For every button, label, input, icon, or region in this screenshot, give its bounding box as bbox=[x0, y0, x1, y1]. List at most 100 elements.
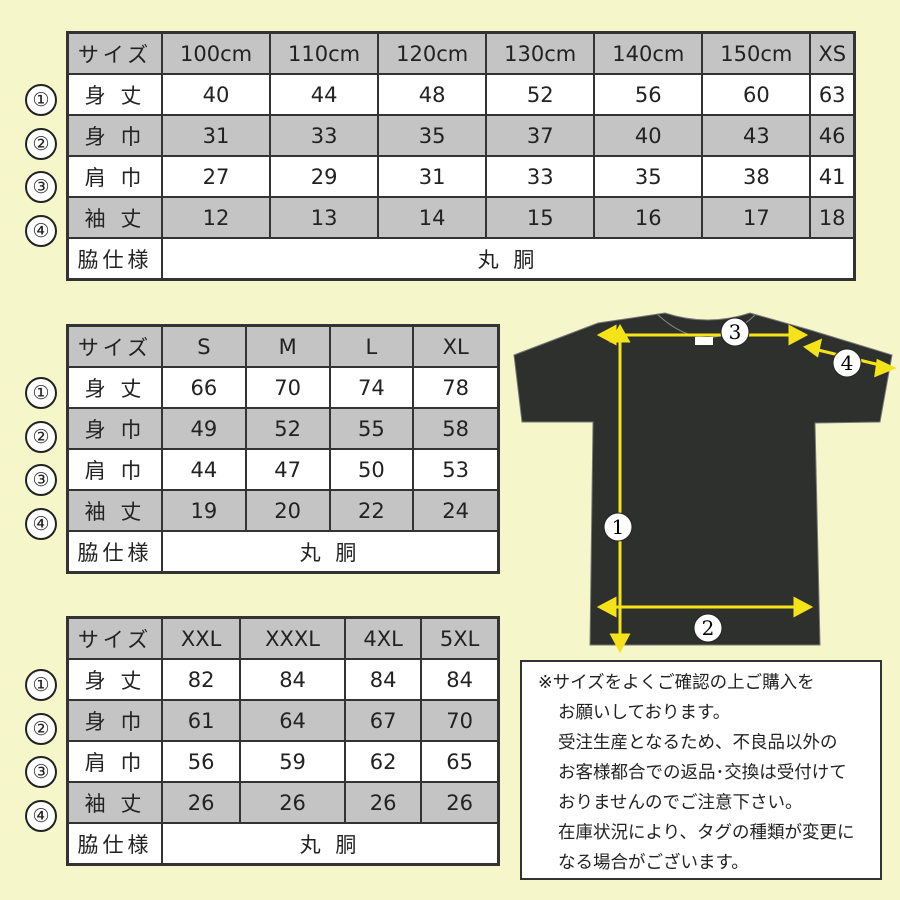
measurement-cell: 74 bbox=[328, 366, 415, 409]
tshirt-shape bbox=[513, 312, 893, 646]
row-number-marker: ② bbox=[25, 127, 57, 160]
measurement-cell: 41 bbox=[809, 155, 856, 198]
size-column-header: 140cm bbox=[593, 31, 704, 75]
label-2: 2 bbox=[702, 616, 715, 640]
side-spec-value: 丸 胴 bbox=[161, 822, 500, 866]
row-number-marker: ③ bbox=[25, 464, 57, 496]
measurement-cell: 40 bbox=[160, 73, 272, 116]
measurement-cell: 63 bbox=[809, 73, 856, 116]
row-number-marker: ④ bbox=[25, 507, 57, 540]
table-row: 脇仕様丸 胴 bbox=[66, 237, 856, 281]
measurement-cell: 60 bbox=[701, 73, 812, 116]
measurement-cell: 61 bbox=[160, 699, 242, 742]
measurement-cell: 13 bbox=[269, 196, 380, 239]
measurement-cell: 44 bbox=[161, 448, 247, 491]
row-number-marker: ① bbox=[25, 669, 57, 701]
note-line: お願いしております。 bbox=[558, 703, 731, 723]
measurement-cell: 15 bbox=[485, 196, 596, 239]
row-label: 肩 巾 bbox=[66, 448, 163, 491]
table-row: 袖 丈 19 20 22 24 bbox=[66, 489, 500, 532]
measurement-cell: 53 bbox=[412, 448, 500, 491]
size-column-header: 4XL bbox=[343, 616, 423, 660]
measurement-cell: 58 bbox=[412, 407, 500, 450]
row-label: 袖 丈 bbox=[66, 196, 163, 239]
measurement-cell: 31 bbox=[160, 114, 272, 157]
size-column-header: XL bbox=[412, 324, 500, 368]
label-3: 3 bbox=[729, 320, 742, 344]
measurement-cell: 56 bbox=[160, 740, 242, 783]
measurement-cell: 43 bbox=[701, 114, 812, 157]
measurement-cell: 37 bbox=[485, 114, 596, 157]
measurement-cell: 66 bbox=[161, 366, 247, 409]
header-row: サイズ 100cm 110cm 120cm 130cm 140cm 150cm XS bbox=[66, 31, 856, 75]
measurement-cell: 67 bbox=[343, 699, 423, 742]
side-spec-label: 脇仕様 bbox=[66, 822, 163, 866]
notice-box: ※サイズをよくご確認の上ご購入を お願いしております。 受注生産となるため、不良… bbox=[520, 660, 882, 880]
row-number-marker: ④ bbox=[25, 799, 57, 832]
row-label: 肩 巾 bbox=[66, 740, 163, 783]
size-table-large: サイズ XXL XXXL 4XL 5XL 身 丈 82 84 84 84 身 巾 61 64 67 70 肩 … bbox=[66, 616, 500, 866]
measurement-cell: 14 bbox=[377, 196, 488, 239]
measurement-cell: 31 bbox=[377, 155, 488, 198]
row-number-marker: ③ bbox=[25, 756, 57, 788]
measurement-cell: 26 bbox=[160, 781, 242, 824]
measurement-cell: 49 bbox=[161, 407, 247, 450]
size-header: サイズ bbox=[66, 31, 163, 75]
row-label: 袖 丈 bbox=[66, 781, 163, 824]
measure-arrows bbox=[596, 323, 897, 654]
measurement-cell: 26 bbox=[343, 781, 423, 824]
row-number-marker: ① bbox=[25, 84, 57, 116]
size-column-header: 130cm bbox=[485, 31, 596, 75]
note-line: おりませんのでご注意下さい。 bbox=[558, 793, 803, 813]
header-row: サイズ S M L XL bbox=[66, 324, 500, 368]
side-spec-value: 丸 胴 bbox=[161, 237, 856, 281]
measurement-cell: 84 bbox=[239, 658, 346, 701]
measurement-cell: 62 bbox=[343, 740, 423, 783]
size-header: サイズ bbox=[66, 324, 163, 368]
table-row: 身 丈 66 70 74 78 bbox=[66, 366, 500, 409]
note-line: お客様都合での返品･交換は受付けて bbox=[558, 763, 847, 783]
measurement-cell: 48 bbox=[377, 73, 488, 116]
measurement-cell: 26 bbox=[420, 781, 500, 824]
row-label: 袖 丈 bbox=[66, 489, 163, 532]
measurement-cell: 38 bbox=[701, 155, 812, 198]
measurement-cell: 33 bbox=[485, 155, 596, 198]
table-row: 脇仕様丸 胴 bbox=[66, 530, 500, 574]
table-row: 袖 丈 26 26 26 26 bbox=[66, 781, 500, 824]
table-row: 身 丈 40 44 48 52 56 60 63 bbox=[66, 73, 856, 116]
size-column-header: XS bbox=[809, 31, 856, 75]
size-column-header: 110cm bbox=[269, 31, 380, 75]
table-row: 脇仕様丸 胴 bbox=[66, 822, 500, 866]
measurement-cell: 40 bbox=[593, 114, 704, 157]
measurement-cell: 22 bbox=[328, 489, 415, 532]
table-row: 肩 巾 44 47 50 53 bbox=[66, 448, 500, 491]
row-label: 身 巾 bbox=[66, 699, 163, 742]
row-number-marker: ① bbox=[25, 377, 57, 409]
measurement-cell: 84 bbox=[420, 658, 500, 701]
note-line: 受注生産となるため、不良品以外の bbox=[558, 733, 838, 753]
table-row: 身 丈 82 84 84 84 bbox=[66, 658, 500, 701]
measurement-cell: 35 bbox=[377, 114, 488, 157]
size-column-header: 5XL bbox=[420, 616, 500, 660]
size-header: サイズ bbox=[66, 616, 163, 660]
row-number-marker: ② bbox=[25, 420, 57, 453]
label-1: 1 bbox=[612, 515, 625, 539]
row-label: 身 巾 bbox=[66, 407, 163, 450]
measurement-cell: 16 bbox=[593, 196, 704, 239]
size-column-header: L bbox=[328, 324, 415, 368]
note-line: ※サイズをよくご確認の上ご購入を bbox=[538, 673, 815, 693]
row-number-marker: ② bbox=[25, 712, 57, 745]
measurement-cell: 64 bbox=[239, 699, 346, 742]
row-label: 身 巾 bbox=[66, 114, 163, 157]
row-number-marker: ④ bbox=[25, 214, 57, 247]
size-column-header: XXL bbox=[160, 616, 242, 660]
measurement-cell: 55 bbox=[328, 407, 415, 450]
size-table-adult: サイズ S M L XL 身 丈 66 70 74 78 身 巾 49 52 55 58 肩 巾 44 47 50 5… bbox=[66, 324, 500, 574]
header-row: サイズ XXL XXXL 4XL 5XL bbox=[66, 616, 500, 660]
tshirt-diagram: 1 2 3 4 bbox=[513, 312, 897, 654]
measurement-cell: 84 bbox=[343, 658, 423, 701]
measurement-cell: 44 bbox=[269, 73, 380, 116]
measurement-cell: 27 bbox=[160, 155, 272, 198]
side-spec-label: 脇仕様 bbox=[66, 237, 163, 281]
measurement-cell: 70 bbox=[420, 699, 500, 742]
